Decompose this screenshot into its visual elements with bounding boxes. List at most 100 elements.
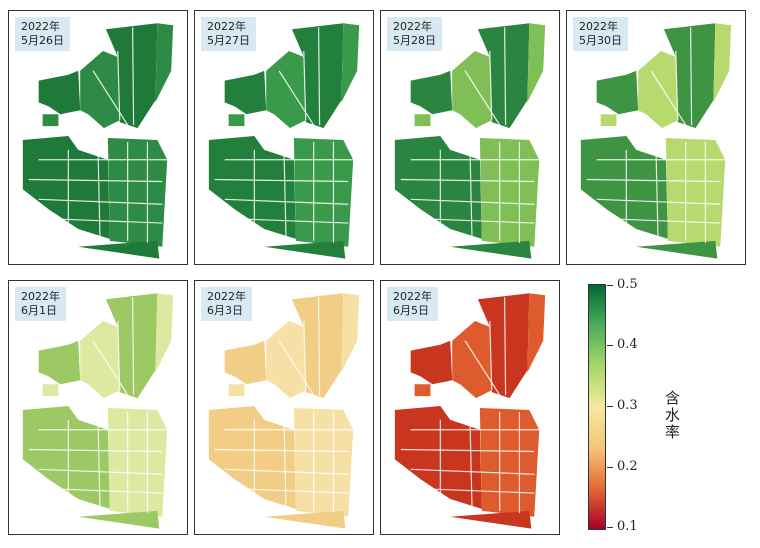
date-year: 2022年 [393,290,432,303]
field-block [450,240,532,259]
colorbar-tick-label: 0.4 [617,337,638,352]
field-block [452,320,492,399]
date-day: 5月27日 [207,34,250,47]
date-year: 2022年 [21,290,60,303]
field-map [208,23,360,259]
colorbar-title: 含水率 [663,390,681,441]
field-block [291,293,344,399]
field-block [105,23,158,129]
field-road [400,178,535,183]
field-map [22,293,174,529]
field-block [38,70,81,115]
field-block [341,293,360,373]
field-block [580,136,668,239]
colorbar-tick [607,406,613,407]
date-label: 2022年 6月5日 [387,287,438,321]
field-block [264,240,346,259]
field-road [586,178,721,183]
field-block [527,293,546,373]
field-road [278,70,317,129]
date-day: 6月5日 [393,304,429,317]
field-map [22,23,174,259]
field-block [410,340,453,385]
field-block [600,114,617,127]
field-block [22,406,110,509]
field-block [105,293,158,399]
field-road [303,320,307,391]
map-panel-3: 2022年 5月28日 [380,10,560,265]
field-map [580,23,732,259]
field-road [38,468,163,475]
field-road [28,178,163,183]
field-map [394,23,546,259]
date-day: 5月26日 [21,34,64,47]
field-block [208,136,296,239]
field-block [228,114,245,127]
field-road [410,468,535,475]
field-road [596,198,721,205]
field-road [97,419,101,507]
field-road [214,178,349,183]
date-day: 6月1日 [21,304,57,317]
field-block [80,320,120,399]
field-block [452,50,492,129]
field-block [107,407,168,517]
field-block [264,510,346,529]
field-road [464,340,503,399]
field-road [97,149,101,237]
field-road [224,198,349,205]
field-block [527,23,546,103]
field-block [341,23,360,103]
colorbar [588,284,606,530]
field-block [224,70,267,115]
field-road [410,198,535,205]
date-year: 2022年 [393,20,432,33]
date-day: 5月28日 [393,34,436,47]
field-block [450,510,532,529]
field-block [713,23,732,103]
field-block [394,136,482,239]
field-block [293,137,354,247]
colorbar-tick [607,467,613,468]
field-road [318,27,321,126]
map-panel-5: 2022年 6月1日 [8,280,188,535]
map-panel-6: 2022年 6月3日 [194,280,374,535]
field-road [430,488,535,494]
field-block [479,407,540,517]
date-label: 2022年 5月28日 [387,17,442,51]
field-road [489,320,493,391]
field-block [410,70,453,115]
field-road [58,488,163,494]
field-block [80,50,120,129]
date-year: 2022年 [207,290,246,303]
field-block [291,23,344,129]
colorbar-tick [607,527,613,528]
date-label: 2022年 5月26日 [15,17,70,51]
date-label: 2022年 6月3日 [201,287,252,321]
field-block [636,240,718,259]
field-block [155,293,174,373]
field-road [117,50,121,121]
field-road [650,70,689,129]
field-road [244,488,349,494]
colorbar-tick [607,345,613,346]
field-road [92,70,131,129]
field-road [278,340,317,399]
field-road [117,320,121,391]
field-road [283,419,287,507]
colorbar-tick-label: 0.2 [617,459,638,474]
field-road [675,50,679,121]
field-road [400,448,535,453]
date-day: 5月30日 [579,34,622,47]
map-panel-7: 2022年 6月5日 [380,280,560,535]
field-block [638,50,678,129]
field-block [266,320,306,399]
field-road [616,218,721,224]
field-road [132,297,135,396]
field-block [224,340,267,385]
field-block [479,137,540,247]
field-block [477,293,530,399]
date-label: 2022年 5月30日 [573,17,628,51]
field-road [489,50,493,121]
field-map [394,293,546,529]
